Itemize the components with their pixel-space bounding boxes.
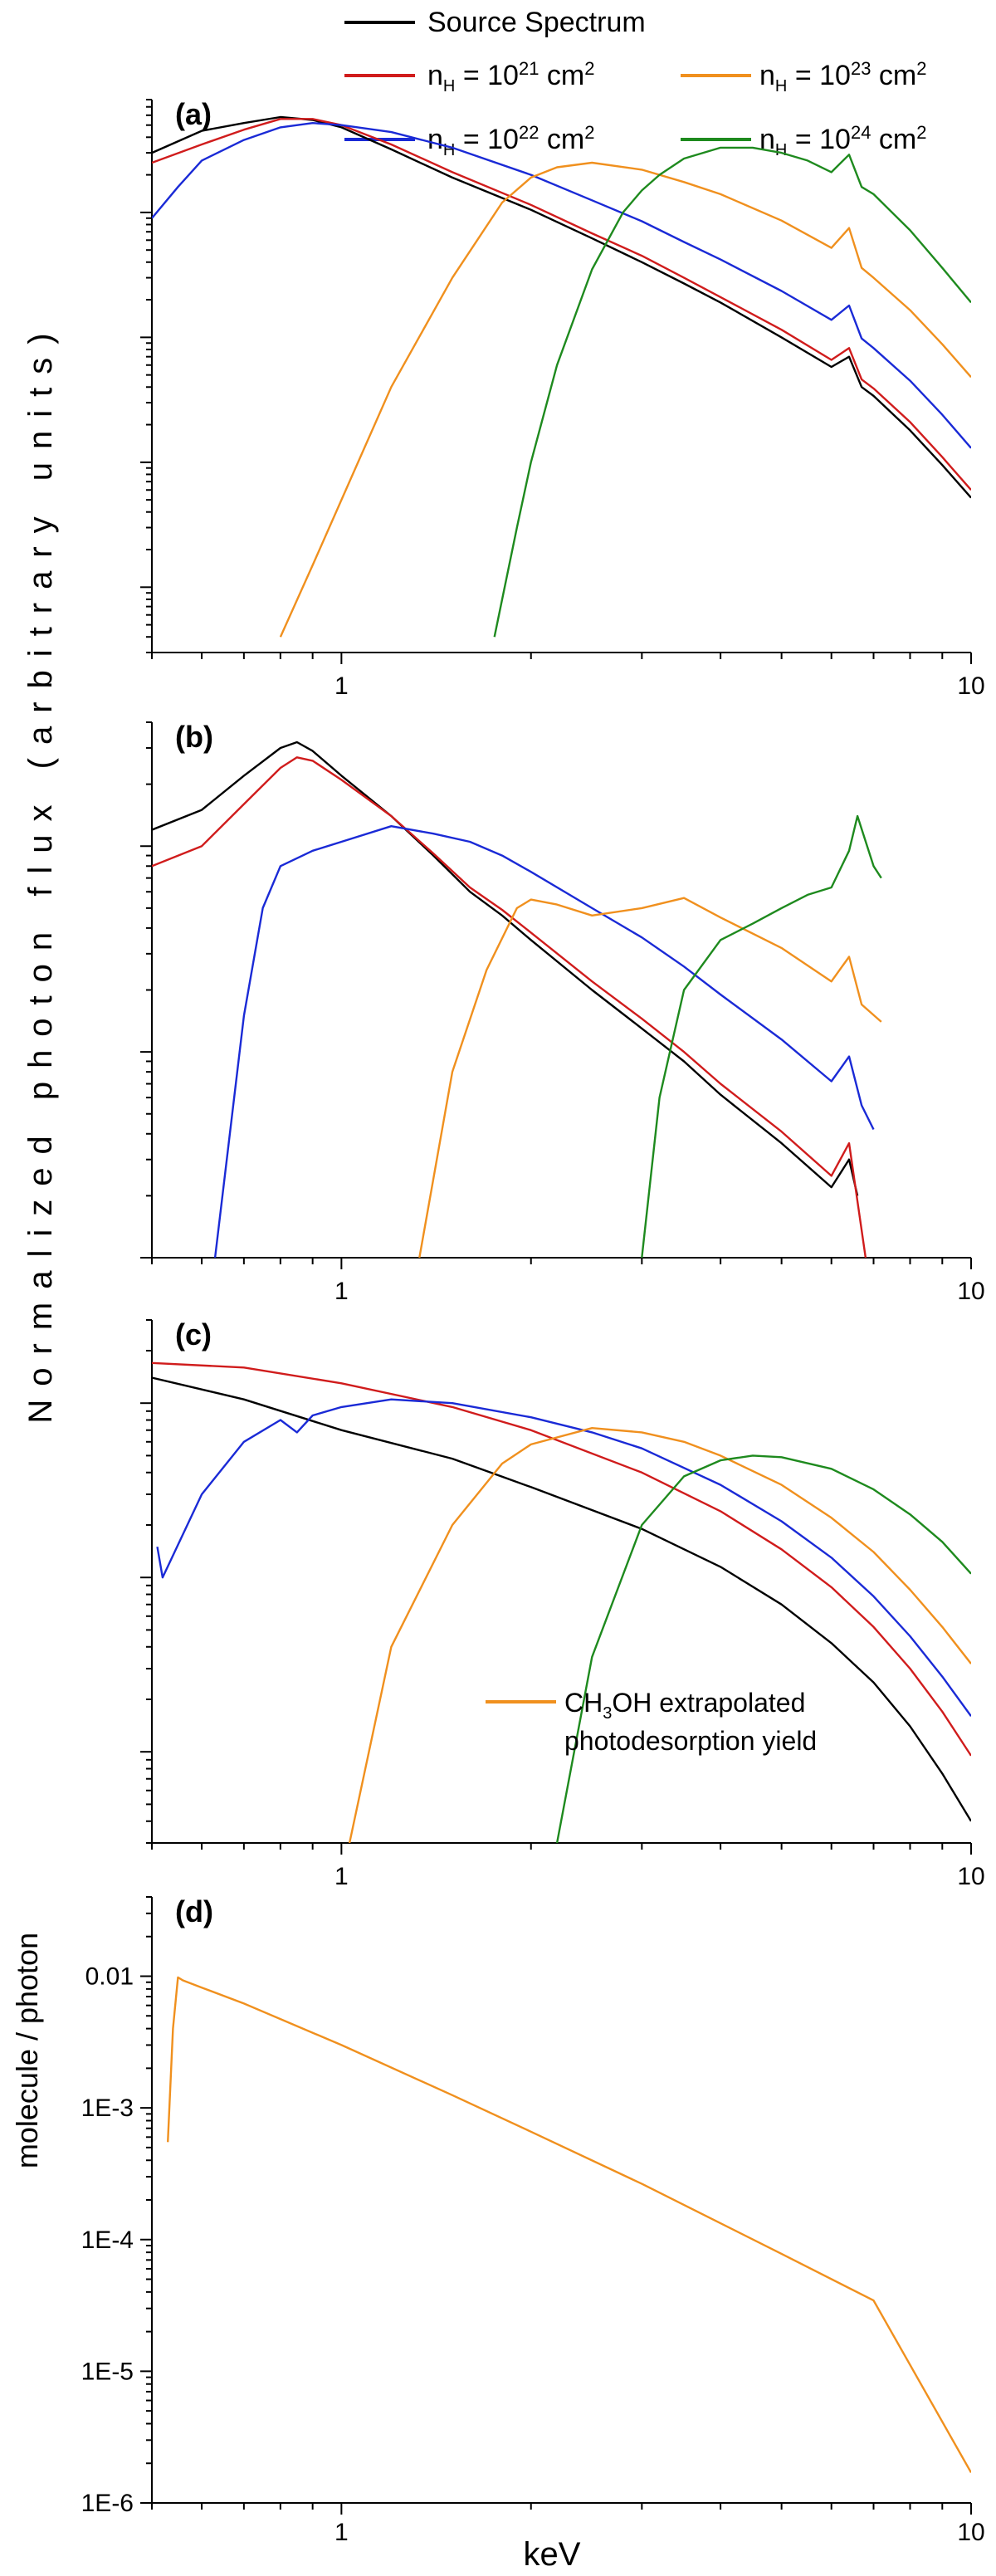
panel-label: (a) <box>175 97 212 131</box>
series-group <box>152 115 971 638</box>
legend-label-nh24: nH = 1024 cm2 <box>759 122 926 159</box>
series-line-nh21 <box>152 756 867 1258</box>
series-line-nh21 <box>152 1361 971 1757</box>
panel-a: 1 10 (a) <box>140 97 985 700</box>
series-line-nh23 <box>418 897 882 1258</box>
y-tick-label: 1E-4 <box>81 2227 134 2254</box>
y-tick-label: 1E-5 <box>81 2358 134 2385</box>
x-tick-label: 10 <box>957 1863 984 1890</box>
panel-c: 1 10 (c) <box>140 1317 985 1890</box>
series-line-nh24 <box>555 1454 971 1843</box>
series-line-nh23 <box>279 161 971 638</box>
y-tick-label: 0.01 <box>85 1963 134 1991</box>
x-tick-label: 1 <box>334 1278 349 1305</box>
series-line-nh22 <box>156 1398 971 1718</box>
panel-label: (d) <box>175 1894 213 1928</box>
legend-label-source: Source Spectrum <box>427 7 646 38</box>
series-line-nh22 <box>152 122 971 449</box>
series-line-nh23 <box>348 1427 971 1843</box>
x-tick-label: 10 <box>957 672 984 700</box>
x-tick-label: 1 <box>334 2519 349 2546</box>
panels: 1 10 (a) 1 10 (b) 1 10 (c) 1 10 1E-6 1E-5 1E-4 1E-3 0.0… <box>81 97 985 2546</box>
series-line-nh24 <box>641 814 882 1258</box>
y-axis-title: Normalized photon flux (arbitrary units) <box>22 320 59 1423</box>
panel-d-legend: CH3OH extrapolated photodesorption yield <box>486 1688 817 1756</box>
legend-label-nh21: nH = 1021 cm2 <box>427 58 594 95</box>
legend: Source Spectrum nH = 1021 cm2 nH = 1023 … <box>344 7 926 159</box>
series-line-nh23 <box>167 1976 971 2473</box>
x-tick-label: 10 <box>957 1278 984 1305</box>
panel-d-y-axis-title: molecule / photon <box>10 1933 44 2168</box>
panel-d: 1 10 1E-6 1E-5 1E-4 1E-3 0.01 (d) <box>81 1894 985 2546</box>
series-line-source <box>152 1376 971 1822</box>
legend-d-line1: CH3OH extrapolated <box>564 1688 805 1723</box>
series-line-nh22 <box>213 825 875 1258</box>
legend-label-nh22: nH = 1022 cm2 <box>427 122 594 159</box>
series-group <box>152 741 882 1258</box>
series-line-nh21 <box>152 118 971 491</box>
legend-label-nh23: nH = 1023 cm2 <box>759 58 926 95</box>
x-tick-label: 1 <box>334 672 349 700</box>
panel-b: 1 10 (b) <box>140 720 985 1305</box>
y-tick-label: 1E-6 <box>81 2490 134 2517</box>
y-tick-label: 1E-3 <box>81 2095 134 2122</box>
series-line-nh24 <box>493 146 971 638</box>
series-group <box>152 1361 971 1843</box>
x-axis-title: keV <box>524 2536 581 2573</box>
legend-d-line2: photodesorption yield <box>564 1726 817 1756</box>
x-tick-label: 1 <box>334 1863 349 1890</box>
series-line-source <box>152 741 859 1196</box>
series-group <box>167 1976 971 2473</box>
panel-label: (b) <box>175 720 213 754</box>
x-tick-label: 10 <box>957 2519 984 2546</box>
panel-label: (c) <box>175 1317 212 1352</box>
